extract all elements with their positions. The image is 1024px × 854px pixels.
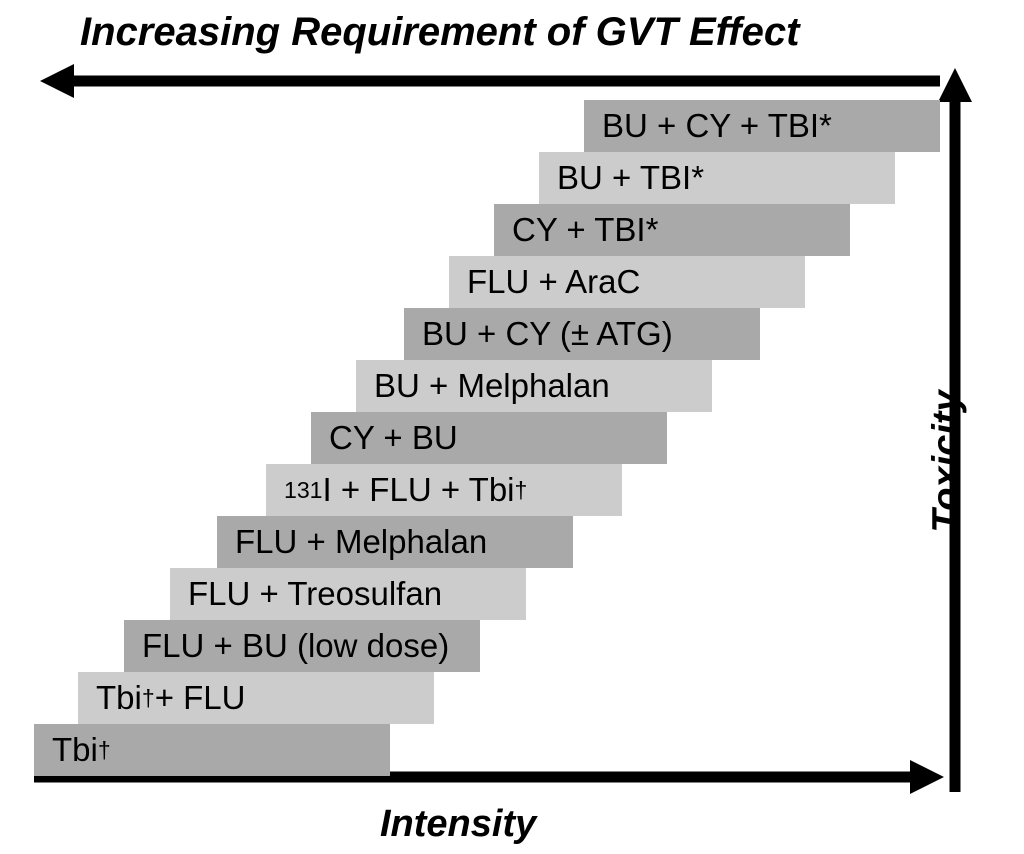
regimen-bar: FLU + AraC	[449, 256, 805, 308]
regimen-bar: BU + Melphalan	[356, 360, 712, 412]
regimen-bar: FLU + Melphalan	[217, 516, 573, 568]
bars-area: BU + CY + TBI*BU + TBI*CY + TBI*FLU + Ar…	[34, 100, 940, 780]
regimen-bar: BU + CY + TBI*	[584, 100, 940, 152]
regimen-bar: Tbi† + FLU	[78, 672, 434, 724]
diagram-container: Increasing Requirement of GVT Effect Int…	[0, 0, 1024, 854]
regimen-bar: CY + BU	[311, 412, 667, 464]
bottom-axis-label: Intensity	[380, 803, 536, 846]
top-axis-label: Increasing Requirement of GVT Effect	[80, 10, 799, 55]
regimen-bar: FLU + Treosulfan	[170, 568, 526, 620]
regimen-bar: BU + TBI*	[539, 152, 895, 204]
regimen-bar: BU + CY (± ATG)	[404, 308, 760, 360]
regimen-bar: 131I + FLU + Tbi†	[266, 464, 622, 516]
regimen-bar: CY + TBI*	[494, 204, 850, 256]
regimen-bar: Tbi†	[34, 724, 390, 776]
regimen-bar: FLU + BU (low dose)	[124, 620, 480, 672]
top-arrow-icon	[40, 60, 940, 102]
